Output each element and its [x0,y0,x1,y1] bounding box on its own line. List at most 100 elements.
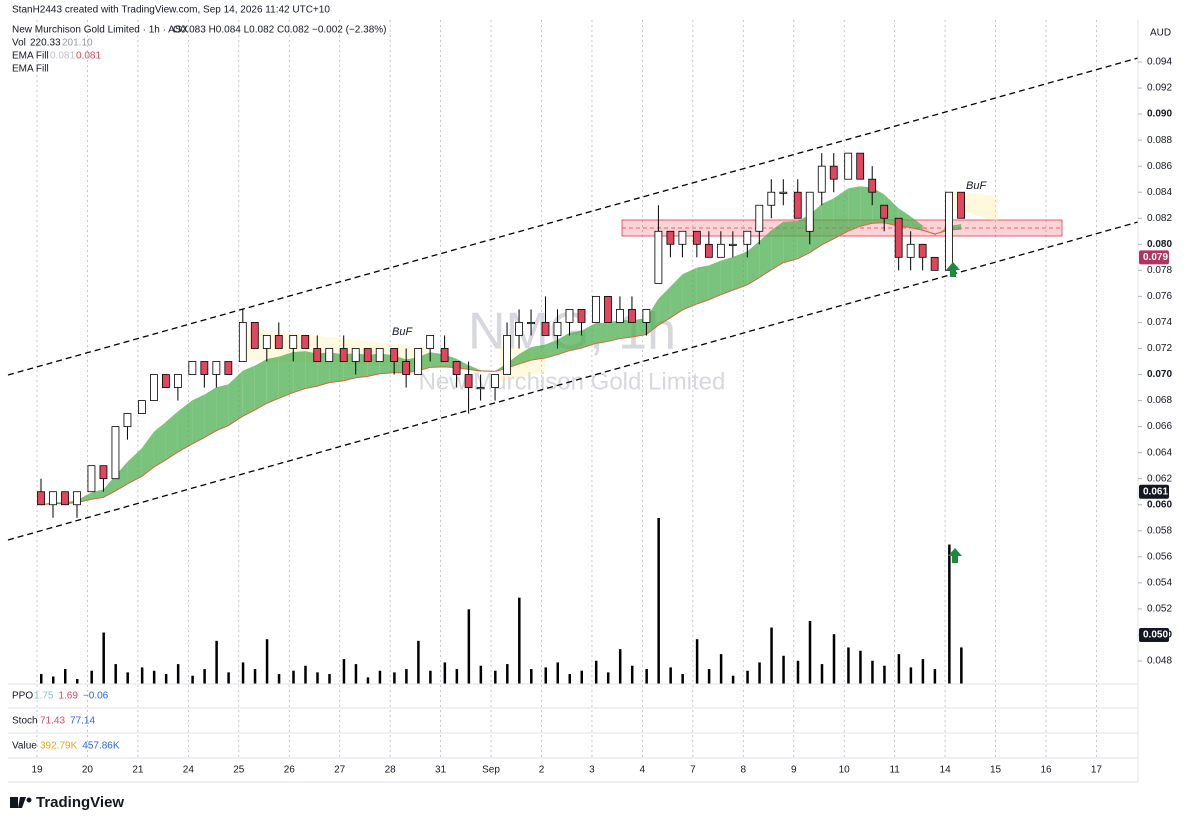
price-axis: 0.094 0.092 0.090 0.088 0.086 0.084 0.082 0.080… [1138,57,1172,667]
candle-body [274,335,283,349]
candle-body [577,309,586,323]
x-tick-label: Sep [482,765,500,776]
ema-band [696,265,709,304]
candle-body [829,165,838,180]
y-tick-label: 0.090 [1147,109,1172,120]
volume-bar [304,665,307,684]
channel-upper [7,57,1139,376]
candle-body [238,322,247,362]
volume-bar [203,669,206,684]
volume-bar [580,670,583,684]
ema-band [557,332,570,355]
x-tick-label: 7 [690,765,696,776]
price-badge-label: 0.079 [1143,252,1168,263]
volume-bar [871,660,874,684]
volume-bar [76,679,79,684]
ema-band [153,421,166,468]
volume-bar [948,544,951,684]
y-tick-label: 0.086 [1147,161,1172,172]
day-grid [36,20,1097,758]
ema-band [646,298,659,335]
x-tick-label: 9 [791,765,797,776]
y-tick-label: 0.072 [1147,343,1172,354]
ema-band [720,257,733,295]
candle-body [250,322,259,349]
volume-bar [253,669,257,684]
ema-band [607,319,620,342]
ema-band [204,387,217,438]
candle-body [503,335,511,375]
candle-body [426,335,435,349]
price-badge [1139,250,1169,265]
ema-band [266,356,279,404]
volume-bar [152,670,156,684]
candle-body [87,465,96,493]
ema-band [278,351,294,399]
candle-body [262,335,271,349]
candle-body [123,413,132,428]
candle-body [541,322,550,336]
volume-bar [405,669,408,684]
candle-body [743,230,752,245]
volume-bar [292,670,295,684]
volume-bar [328,674,331,684]
volume-bar [227,672,230,684]
volume-bar [241,662,245,684]
volume-bar [506,664,509,684]
candle-body [363,348,372,362]
channel-lower [7,221,1139,541]
candle-body [37,491,45,506]
x-tick-label: 16 [1040,765,1052,776]
indicator-value: 1.75 [34,691,54,702]
ema-band [860,186,873,227]
ema-band [910,216,923,231]
candle-body [692,230,701,245]
x-tick-label: 28 [385,765,397,776]
candle-body [945,191,953,271]
ema-label: EMA Fill [12,64,49,75]
indicator-value: 71.43 [40,716,65,727]
candle-body [793,191,802,219]
ema-band [619,319,632,339]
candle-body [313,348,322,362]
candle-body [844,152,853,180]
candle-body [616,309,624,323]
price-badge [1139,627,1169,642]
volume-bar [594,660,598,684]
candle-body [452,361,461,375]
candle-body [137,400,146,414]
volume-bar [758,662,761,684]
candle-body [957,191,965,219]
volume-bar [277,674,281,684]
volume-bar [719,654,723,684]
ema-line [40,222,962,506]
candle-body [642,309,651,323]
volume-bar [518,597,521,684]
y-tick-label: 0.048 [1147,656,1172,667]
ema-band [545,339,558,358]
volume-bar [102,632,105,684]
ema-value: 0.081 [50,51,75,62]
y-tick-label: 0.076 [1147,291,1172,302]
candle-body [49,491,57,506]
volume-bar [883,665,886,684]
y-tick-label: 0.084 [1147,187,1172,198]
volume-bar [265,639,269,684]
volume-bar [770,627,773,684]
volume-bar [455,669,459,684]
ema-band [759,230,772,278]
ema-band [658,286,671,326]
candle-body [868,178,877,193]
candle-body [339,348,348,362]
y-tick-label: 0.094 [1147,57,1172,68]
y-tick-label: 0.060 [1147,499,1172,510]
candle-body [375,348,384,362]
candle-body [930,256,939,271]
candle-body [628,309,636,323]
volume-bar [140,667,144,684]
volume-bar [164,674,168,684]
ema-band [708,260,721,300]
ema-band [115,461,128,491]
volume-bar [960,647,963,684]
